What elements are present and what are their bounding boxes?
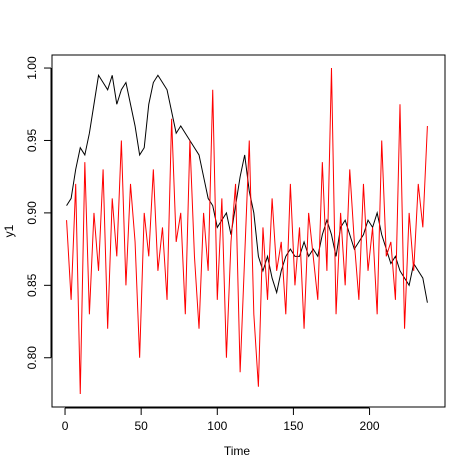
- y-tick-label: 0.95: [25, 128, 39, 152]
- y-tick-label: 1.00: [25, 56, 39, 80]
- x-tick-label: 150: [283, 419, 303, 433]
- y-tick-label: 0.85: [25, 273, 39, 297]
- x-tick-label: 200: [360, 419, 380, 433]
- plot-frame: [51, 54, 446, 408]
- x-tick-label: 0: [62, 419, 69, 433]
- x-tick-label: 100: [207, 419, 227, 433]
- y-axis-label: y1: [2, 224, 16, 237]
- y-tick-label: 0.80: [25, 346, 39, 370]
- y-tick-label: 0.90: [25, 201, 39, 225]
- series-line: [66, 73, 428, 303]
- series-line: [66, 68, 428, 394]
- x-axis-label: Time: [224, 444, 251, 458]
- x-tick-label: 50: [134, 419, 148, 433]
